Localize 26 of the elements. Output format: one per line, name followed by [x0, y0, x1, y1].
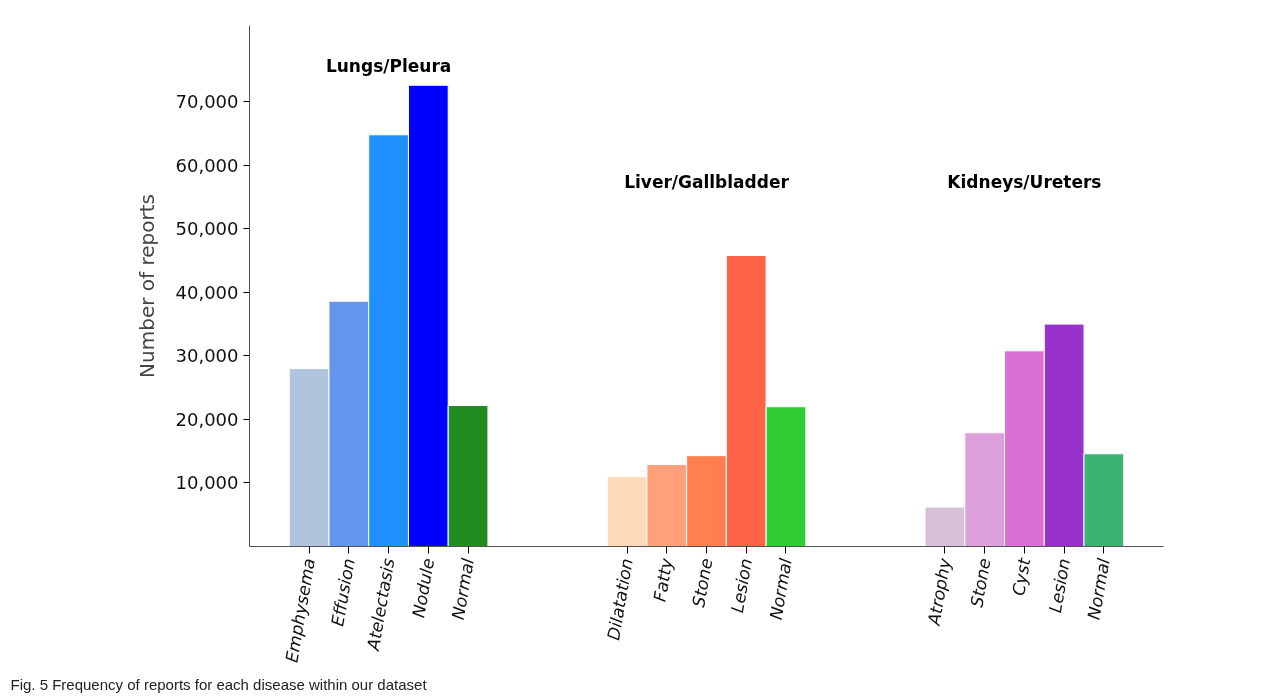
x-tick-label: Fatty	[649, 555, 677, 604]
x-tick-label: Lesion	[727, 556, 757, 615]
x-tick-label: Effusion	[327, 556, 359, 628]
x-tick-label: Dilatation	[603, 556, 637, 642]
y-tick-label: 20,000	[175, 408, 239, 430]
annotation: Liver/Gallbladder	[624, 171, 790, 192]
y-tick-label: 10,000	[175, 472, 239, 494]
x-tick-label: Cyst	[1008, 555, 1035, 598]
x-tick-label: Nodule	[408, 556, 439, 620]
x-tick-label: Normal	[447, 556, 478, 622]
y-tick-label: 70,000	[175, 91, 239, 113]
y-tick-label: 60,000	[175, 154, 239, 176]
y-tick-label: 40,000	[175, 281, 239, 303]
x-tick-label: Atrophy	[923, 555, 955, 628]
x-tick-label: Stone	[966, 556, 995, 609]
x-tick-label: Atelectasis	[362, 556, 399, 653]
x-tick-label: Lesion	[1045, 556, 1075, 615]
annotation: Lungs/Pleura	[325, 55, 452, 76]
x-tick-label: Normal	[765, 556, 796, 622]
y-tick-label: 30,000	[175, 345, 239, 367]
y-axis-title: Number of reports	[134, 194, 159, 378]
caption: Fig. 5 Frequency of reports for each disease within our dataset	[10, 675, 428, 693]
x-tick-label: Normal	[1083, 556, 1114, 622]
y-tick-label: 50,000	[175, 218, 239, 240]
annotation: Kidneys/Ureters	[947, 171, 1102, 192]
x-tick-label: Stone	[688, 556, 717, 609]
